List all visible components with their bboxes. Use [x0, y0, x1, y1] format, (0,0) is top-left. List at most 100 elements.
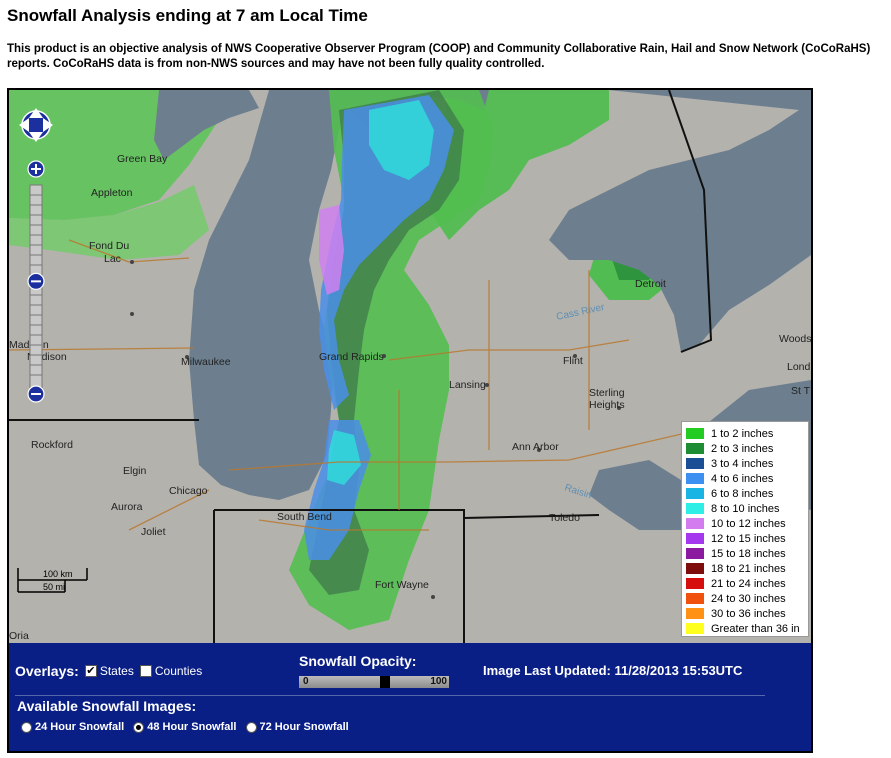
map-label-joliet: Joliet: [141, 526, 166, 538]
controls-divider: [15, 695, 765, 696]
legend-swatch: [686, 608, 704, 619]
map-label-grand-rapids: Grand Rapids: [319, 351, 384, 363]
map-label-rockford: Rockford: [31, 439, 73, 451]
lake-erie-water: [589, 460, 689, 530]
legend-label: 6 to 8 inches: [711, 487, 774, 500]
legend-label: 4 to 6 inches: [711, 472, 774, 485]
map-label-oria: Oria: [9, 630, 29, 642]
states-checkbox[interactable]: ✔: [84, 664, 97, 677]
pan-right-icon[interactable]: [43, 118, 53, 132]
snowfall-image-options: 24 Hour Snowfall 48 Hour Snowfall 72 Hour …: [21, 721, 358, 733]
image-option-label: 72 Hour Snowfall: [259, 721, 349, 733]
border-mi-on: [668, 90, 713, 353]
legend-label: 2 to 3 inches: [711, 442, 774, 455]
snow-band-10to12: [319, 205, 344, 295]
counties-label: Counties: [154, 664, 203, 678]
legend-swatch: [686, 548, 704, 559]
legend-label: 8 to 10 inches: [711, 502, 780, 515]
map-label-st-t: St T: [791, 385, 811, 397]
pan-down-icon[interactable]: [29, 132, 43, 142]
map-label-lansing: Lansing: [449, 379, 486, 391]
map-label-toledo: Toledo: [549, 512, 580, 524]
image-option-radio[interactable]: [133, 721, 145, 733]
map-label-sterling-2: Heights: [589, 399, 625, 411]
image-option[interactable]: 24 Hour Snowfall: [21, 721, 124, 733]
map-label-chicago: Chicago: [169, 485, 208, 497]
opacity-min-label: 0: [303, 676, 309, 687]
map-frame: Green Bay Appleton Fond Du Lac Milwaukee…: [7, 88, 813, 753]
opacity-label: Snowfall Opacity:: [299, 653, 417, 669]
highways: [9, 239, 700, 531]
pan-left-icon[interactable]: [19, 118, 29, 132]
legend-label: 24 to 30 inches: [711, 592, 786, 605]
lake-michigan-water: [189, 90, 354, 500]
legend-swatch: [686, 503, 704, 514]
map-label-milwaukee: Milwaukee: [181, 356, 231, 368]
legend-item: 4 to 6 inches: [686, 471, 804, 486]
border-mi-oh: [463, 514, 600, 519]
legend-swatch: [686, 563, 704, 574]
map-label-flint: Flint: [563, 355, 583, 367]
legend-swatch: [686, 473, 704, 484]
legend-swatch: [686, 443, 704, 454]
legend-label: 21 to 24 inches: [711, 577, 786, 590]
legend-item: 3 to 4 inches: [686, 456, 804, 471]
scale-km-label: 100 km: [43, 569, 73, 579]
legend-label: 10 to 12 inches: [711, 517, 786, 530]
legend-label: Greater than 36 in: [711, 622, 800, 635]
legend-item: 6 to 8 inches: [686, 486, 804, 501]
map-label-woods: Woods: [779, 333, 811, 345]
legend-label: 18 to 21 inches: [711, 562, 786, 575]
image-option[interactable]: 48 Hour Snowfall: [133, 721, 237, 733]
pan-up-icon[interactable]: [29, 108, 43, 118]
snow-band-south-8to10: [327, 430, 361, 485]
opacity-slider-thumb[interactable]: [380, 676, 390, 688]
legend-item: 18 to 21 inches: [686, 561, 804, 576]
overlays-label: Overlays:: [15, 663, 79, 679]
overlays-group: Overlays: ✔ States Counties: [15, 663, 208, 679]
image-option-label: 48 Hour Snowfall: [147, 721, 237, 733]
map-label-appleton: Appleton: [91, 187, 133, 199]
zoom-in-icon[interactable]: [27, 160, 45, 178]
legend-swatch: [686, 488, 704, 499]
legend-swatch: [686, 593, 704, 604]
city-markers: [130, 260, 621, 599]
legend-item: 30 to 36 inches: [686, 606, 804, 621]
map-label-fond-du-lac-1: Fond Du: [89, 240, 129, 252]
zoom-slider-ticks: [30, 194, 42, 376]
map-label-fond-du-lac-2: Lac: [104, 253, 121, 265]
image-option[interactable]: 72 Hour Snowfall: [245, 721, 349, 733]
legend-swatch: [686, 623, 704, 634]
legend-swatch: [686, 428, 704, 439]
page-title: Snowfall Analysis ending at 7 am Local T…: [7, 6, 368, 25]
map-label-lond: Lond: [787, 361, 811, 373]
opacity-max-label: 100: [430, 676, 447, 687]
opacity-slider[interactable]: 0 100: [299, 676, 449, 688]
legend-item: 10 to 12 inches: [686, 516, 804, 531]
legend-item: 1 to 2 inches: [686, 426, 804, 441]
counties-checkbox[interactable]: [139, 665, 152, 677]
description-line-1: This product is an objective analysis of…: [7, 43, 871, 55]
states-label: States: [99, 664, 134, 678]
map-label-ann-arbor: Ann Arbor: [512, 441, 559, 453]
legend-swatch: [686, 533, 704, 544]
image-option-radio[interactable]: [245, 721, 257, 733]
legend-item: 15 to 18 inches: [686, 546, 804, 561]
image-option-radio[interactable]: [21, 721, 32, 733]
legend-item: 8 to 10 inches: [686, 501, 804, 516]
legend-item: 24 to 30 inches: [686, 591, 804, 606]
legend-item: 21 to 24 inches: [686, 576, 804, 591]
zoom-out-icon[interactable]: [27, 385, 45, 403]
snow-band-4to6: [319, 95, 454, 410]
legend-item: Greater than 36 in: [686, 621, 804, 636]
legend-label: 1 to 2 inches: [711, 427, 774, 440]
radio-selected-dot: [136, 724, 142, 730]
pan-zoom-graphic: [19, 108, 53, 403]
zoom-slider-handle[interactable]: [27, 272, 45, 290]
legend-label: 30 to 36 inches: [711, 607, 786, 620]
lake-huron-water: [549, 90, 811, 352]
product-description: This product is an objective analysis of…: [7, 42, 891, 72]
description-line-2: reports. CoCoRaHS data is from non-NWS s…: [7, 58, 545, 70]
legend-label: 12 to 15 inches: [711, 532, 786, 545]
border-in-mi-oh: [214, 509, 465, 643]
